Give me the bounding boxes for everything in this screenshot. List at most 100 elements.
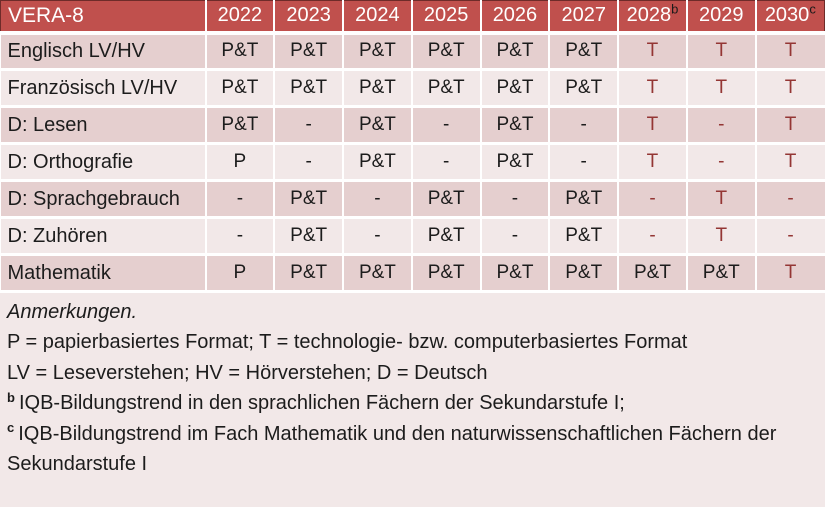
format-value-cell: P&T [274, 32, 345, 71]
row-label-cell: D: Lesen [0, 106, 207, 145]
format-value-cell: T [618, 69, 688, 108]
table-body: Englisch LV/HV P&T P&T P&T P&T P&T P&T T T T Franz… [0, 32, 825, 293]
note-abbreviation-legend: LV = Leseverstehen; HV = Hörverstehen; D… [7, 361, 488, 384]
format-value-cell: P&T [686, 254, 757, 293]
table-row: D: Orthografie P - P&T - P&T - T - T [0, 143, 825, 182]
format-value-cell: P&T [480, 254, 551, 293]
row-label-cell: D: Zuhören [0, 217, 207, 256]
format-value-cell: P&T [549, 217, 620, 256]
format-value-cell: P&T [480, 32, 551, 71]
footnote-c-text: IQB-Bildungstrend im Fach Mathematik und… [7, 422, 777, 475]
format-value-cell: T [618, 106, 688, 145]
format-value-cell: - [686, 143, 757, 182]
format-value-cell: - [205, 217, 276, 256]
year-header-cell: 2030c [755, 0, 825, 35]
format-value-cell: P&T [343, 143, 413, 182]
format-value-cell: P&T [343, 254, 413, 293]
year-label: 2023 [286, 4, 331, 27]
format-value-cell: P&T [549, 180, 620, 219]
year-label: 2026 [492, 4, 538, 27]
table-row: Französisch LV/HV P&T P&T P&T P&T P&T P&T T T T [0, 69, 825, 108]
format-value-cell: T [755, 32, 825, 71]
table-row: D: Sprachgebrauch - P&T - P&T - P&T - T - [0, 180, 825, 219]
format-value-cell: - [755, 217, 825, 256]
format-value-cell: - [274, 106, 345, 145]
format-value-cell: - [480, 217, 551, 256]
format-value-cell: P&T [480, 106, 551, 145]
year-label: 2030 [764, 4, 810, 27]
row-label-cell: Französisch LV/HV [0, 69, 207, 108]
year-header-cell: 2029 [686, 0, 757, 35]
year-header-cell: 2024 [343, 0, 413, 35]
format-value-cell: P [205, 254, 276, 293]
year-label: 2024 [355, 4, 400, 27]
format-value-cell: P&T [411, 217, 482, 256]
format-value-cell: P&T [480, 143, 551, 182]
table-row: Mathematik P P&T P&T P&T P&T P&T P&T P&T T [0, 254, 825, 293]
format-value-cell: P&T [274, 69, 345, 108]
format-value-cell: P&T [205, 106, 276, 145]
format-value-cell: T [755, 143, 825, 182]
footnote-b-marker: b [7, 389, 15, 405]
note-footnote-b: b IQB-Bildungstrend in den sprachlichen F… [7, 388, 815, 418]
format-value-cell: - [755, 180, 825, 219]
table-row: D: Zuhören - P&T - P&T - P&T - T - [0, 217, 825, 256]
format-value-cell: - [274, 143, 345, 182]
year-label: 2025 [423, 4, 469, 27]
year-label: 2022 [217, 4, 263, 27]
format-value-cell: T [686, 180, 757, 219]
notes-section: Anmerkungen. P = papierbasiertes Format;… [0, 293, 825, 507]
year-footnote-marker: b [671, 1, 679, 17]
format-value-cell: P&T [205, 69, 276, 108]
format-value-cell: P&T [549, 69, 620, 108]
format-value-cell: T [618, 143, 688, 182]
format-value-cell: - [411, 143, 482, 182]
year-header-cell: 2027 [549, 0, 620, 35]
row-label-cell: Mathematik [0, 254, 207, 293]
footnote-c-marker: c [7, 419, 15, 435]
footnote-b-text: IQB-Bildungstrend in den sprachlichen Fä… [18, 392, 625, 415]
row-label-cell: Englisch LV/HV [0, 32, 207, 71]
format-value-cell: P&T [549, 32, 620, 71]
format-value-cell: P&T [343, 32, 413, 71]
format-value-cell: - [343, 217, 413, 256]
format-value-cell: T [686, 69, 757, 108]
year-header-cell: 2028b [618, 0, 688, 35]
note-format-legend: P = papierbasiertes Format; T = technolo… [7, 331, 688, 354]
year-header-cell: 2026 [480, 0, 551, 35]
format-value-cell: - [205, 180, 276, 219]
row-label-cell: D: Orthografie [0, 143, 207, 182]
table-header-row: VERA-8 2022 2023 2024 2025 2026 2027 2028b 2029 2… [0, 0, 825, 35]
format-value-cell: P&T [205, 32, 276, 71]
format-value-cell: - [480, 180, 551, 219]
vera8-table: VERA-8 2022 2023 2024 2025 2026 2027 2028b 2029 2… [0, 0, 825, 293]
format-value-cell: P&T [411, 69, 482, 108]
format-value-cell: P&T [274, 217, 345, 256]
year-label: 2027 [561, 4, 606, 27]
year-header-cell: 2025 [411, 0, 482, 35]
format-value-cell: - [549, 143, 620, 182]
year-footnote-marker: c [809, 1, 816, 17]
table-row: D: Lesen P&T - P&T - P&T - T - T [0, 106, 825, 145]
format-value-cell: T [755, 69, 825, 108]
format-value-cell: P&T [343, 106, 413, 145]
year-label: 2029 [698, 4, 744, 27]
format-value-cell: T [686, 32, 757, 71]
format-value-cell: P&T [549, 254, 620, 293]
format-value-cell: P&T [274, 180, 345, 219]
format-value-cell: P&T [274, 254, 345, 293]
table-title-cell: VERA-8 [0, 0, 207, 35]
format-value-cell: P&T [618, 254, 688, 293]
format-value-cell: - [686, 106, 757, 145]
year-header-cell: 2022 [205, 0, 276, 35]
format-value-cell: - [549, 106, 620, 145]
format-value-cell: T [755, 254, 825, 293]
format-value-cell: P&T [411, 254, 482, 293]
notes-title: Anmerkungen. [7, 301, 138, 323]
format-value-cell: T [755, 106, 825, 145]
row-label-cell: D: Sprachgebrauch [0, 180, 207, 219]
table-row: Englisch LV/HV P&T P&T P&T P&T P&T P&T T T T [0, 32, 825, 71]
format-value-cell: - [618, 217, 688, 256]
format-value-cell: P&T [480, 69, 551, 108]
